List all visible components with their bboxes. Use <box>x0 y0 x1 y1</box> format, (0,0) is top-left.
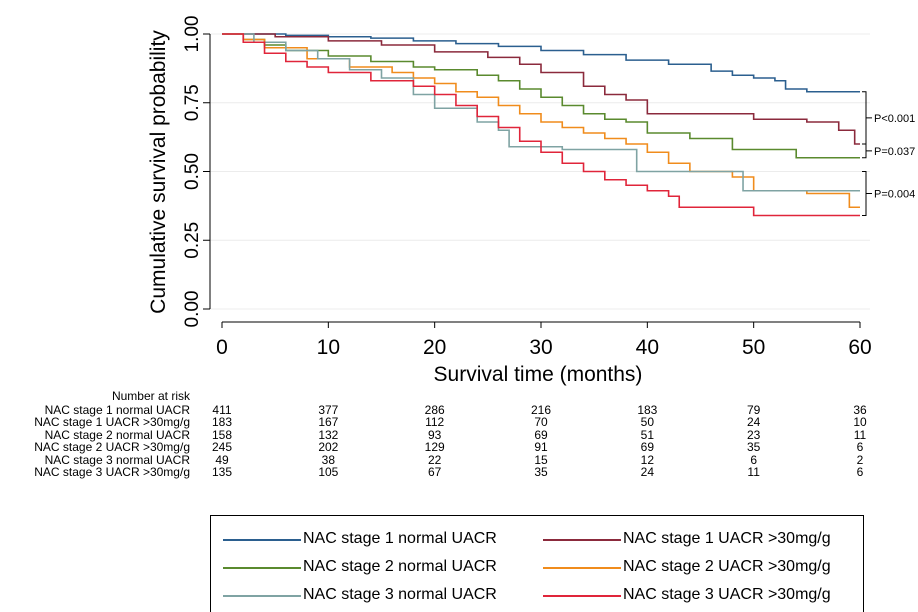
series-group <box>222 33 860 217</box>
axes: 0.00 0.25 0.50 0.75 1.00 0 10 20 30 40 50 60 <box>182 16 872 359</box>
grid <box>210 33 870 310</box>
risk-cell: 286 <box>424 403 445 417</box>
risk-cell: 24 <box>640 465 654 479</box>
risk-cell: 6 <box>856 440 864 455</box>
legend-label: NAC stage 1 UACR >30mg/g <box>623 530 831 547</box>
x-tick-label: 60 <box>848 336 871 359</box>
series-line-nac-stage-1-normal-uacr <box>222 33 860 93</box>
risk-cell: 11 <box>853 427 867 442</box>
x-tick-label: 10 <box>317 336 340 359</box>
y-axis-label: Cumulative survival probability <box>147 30 170 314</box>
risk-cell: 135 <box>211 465 233 479</box>
legend-swatch <box>543 539 621 541</box>
risk-cell: 67 <box>427 465 442 479</box>
legend-label: NAC stage 3 normal UACR <box>303 586 497 603</box>
risk-row: NAC stage 3 UACR >30mg/g 135 105 67 35 24 11 6 <box>0 465 918 479</box>
legend-label: NAC stage 2 UACR >30mg/g <box>623 558 831 575</box>
risk-row-label: NAC stage 2 UACR >30mg/g <box>34 440 190 455</box>
x-tick-label: 30 <box>529 336 552 359</box>
risk-row: NAC stage 1 normal UACR 411 377 286 216 183 79… <box>0 403 918 417</box>
risk-cell: 51 <box>640 427 654 442</box>
x-tick-label: 0 <box>216 336 228 359</box>
risk-cell: 22 <box>427 452 442 467</box>
risk-table-title: Number at risk <box>111 389 190 403</box>
risk-cell: 50 <box>640 415 654 430</box>
risk-cell: 79 <box>746 403 761 417</box>
risk-row-label: NAC stage 1 UACR >30mg/g <box>34 415 190 430</box>
risk-cell: 183 <box>211 415 233 430</box>
risk-cell: 216 <box>530 403 552 417</box>
risk-cell: 10 <box>853 415 867 430</box>
risk-cell: 91 <box>534 440 548 455</box>
risk-cell: 158 <box>211 427 233 442</box>
risk-row-label: NAC stage 2 normal UACR <box>44 427 190 442</box>
risk-row: NAC stage 1 UACR >30mg/g 183 167 112 70 50 24 1… <box>0 415 918 430</box>
legend-label: NAC stage 3 UACR >30mg/g <box>623 586 831 603</box>
series-line-nac-stage-3-normal-uacr <box>222 33 860 192</box>
series-line-nac-stage-3-uacr-30mg-g <box>222 33 860 217</box>
risk-cell: 12 <box>640 452 654 467</box>
risk-cell: 69 <box>640 440 654 455</box>
legend: NAC stage 1 normal UACR NAC stage 1 UACR … <box>210 515 864 612</box>
km-chart: 0.00 0.25 0.50 0.75 1.00 0 10 20 30 40 50 60 P<0.00… <box>147 16 915 386</box>
risk-row: NAC stage 2 UACR >30mg/g 245 202 129 91 69 35 6 <box>0 440 918 455</box>
risk-row-label: NAC stage 1 normal UACR <box>44 403 190 417</box>
risk-cell: 112 <box>425 415 445 430</box>
risk-cell: 377 <box>318 403 339 417</box>
x-axis-label: Survival time (months) <box>434 363 643 386</box>
y-tick-label: 0.00 <box>182 291 203 328</box>
risk-cell: 167 <box>318 415 339 430</box>
risk-cell: 2 <box>856 452 864 467</box>
series-line-nac-stage-1-uacr-30mg-g <box>222 33 860 145</box>
risk-cell: 183 <box>637 403 658 417</box>
risk-cell: 132 <box>318 427 339 442</box>
y-tick-label: 1.00 <box>182 16 203 53</box>
risk-cell: 93 <box>427 427 442 442</box>
risk-row: NAC stage 3 normal UACR 49 38 22 15 12 6 2 <box>0 452 918 467</box>
y-tick-label: 0.50 <box>182 153 203 190</box>
x-tick-label: 40 <box>636 336 659 359</box>
legend-label: NAC stage 1 normal UACR <box>303 530 497 547</box>
risk-row: NAC stage 2 normal UACR 158 132 93 69 51 23 11 <box>0 427 918 442</box>
risk-cell: 6 <box>856 465 864 479</box>
y-tick-label: 0.75 <box>182 84 203 121</box>
p-value-label: P=0.004 <box>874 189 915 201</box>
risk-cell: 245 <box>211 440 233 455</box>
p-value-bracket <box>862 143 872 159</box>
legend-swatch <box>223 539 301 541</box>
risk-cell: 36 <box>853 403 867 417</box>
risk-row-label: NAC stage 3 normal UACR <box>44 452 190 467</box>
legend-swatch <box>543 567 621 569</box>
legend-swatch <box>223 595 301 597</box>
legend-label: NAC stage 2 normal UACR <box>303 558 497 575</box>
risk-cell: 24 <box>746 415 761 430</box>
legend-swatch <box>543 595 621 597</box>
y-tick-label: 0.25 <box>182 222 203 259</box>
risk-cell: 15 <box>534 452 548 467</box>
risk-cell: 202 <box>318 440 339 455</box>
p-value-bracket <box>862 171 872 216</box>
series-line-nac-stage-2-uacr-30mg-g <box>222 33 860 209</box>
risk-cell: 49 <box>215 452 229 467</box>
risk-cell: 35 <box>534 465 548 479</box>
p-value-label: P=0.037 <box>874 146 915 158</box>
risk-cell: 23 <box>746 427 761 442</box>
risk-cell: 70 <box>534 415 548 430</box>
risk-cell: 69 <box>534 427 548 442</box>
p-value-bracket <box>862 91 872 145</box>
risk-cell: 11 <box>747 465 760 479</box>
risk-cell: 411 <box>212 403 232 417</box>
annotations: P<0.001 P=0.037 P=0.004 <box>862 91 915 216</box>
risk-cell: 129 <box>424 440 445 455</box>
risk-cell: 35 <box>746 440 761 455</box>
p-value-label: P<0.001 <box>874 113 915 125</box>
risk-row-label: NAC stage 3 UACR >30mg/g <box>34 465 190 479</box>
risk-cell: 38 <box>321 452 335 467</box>
x-tick-label: 50 <box>742 336 765 359</box>
legend-swatch <box>223 567 301 569</box>
risk-cell: 6 <box>750 452 757 467</box>
x-tick-label: 20 <box>423 336 446 359</box>
risk-cell: 105 <box>318 465 339 479</box>
